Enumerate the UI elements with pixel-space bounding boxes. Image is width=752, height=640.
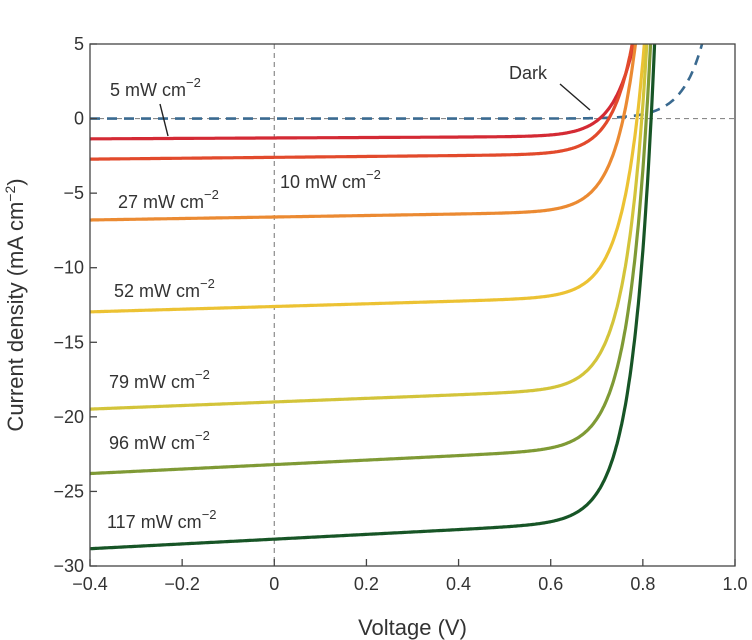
annotation-exponent: −2 [204,187,219,202]
annotation-27-mw-cm-2: 27 mW cm−2 [118,187,219,212]
annotation-exponent: −2 [200,276,215,291]
series-line-dark [90,44,704,120]
annotation-exponent: −2 [366,167,381,182]
x-tick-label: −0.2 [164,574,200,594]
y-tick-label: −30 [53,556,84,576]
annotation-52-mw-cm-2: 52 mW cm−2 [114,276,215,301]
plot-border [89,43,736,567]
annotation-5-mw-cm-2: 5 mW cm−2 [110,75,201,100]
annotation-exponent: −2 [195,428,210,443]
annotation-117-mw-cm-2: 117 mW cm−2 [107,507,217,532]
x-tick-label: 0 [269,574,279,594]
series-line-79 [90,44,649,411]
series-line-96 [90,44,653,476]
x-tick-label: 0.8 [630,574,655,594]
y-tick-label: −10 [53,258,84,278]
y-tick-label: −25 [53,481,84,501]
series-line-10 [90,44,634,161]
plot-frame [89,43,736,567]
y-tick-label: 0 [74,109,84,129]
y-axis-title: Current density (mA cm−2) [2,178,28,431]
leader-line [159,103,169,137]
y-axis-title-exponent: −2 [2,186,18,202]
y-tick-label: −5 [63,183,84,203]
annotation-10-mw-cm-2: 10 mW cm−2 [280,167,381,192]
annotation-79-mw-cm-2: 79 mW cm−2 [109,367,210,392]
series-line-52 [90,44,646,314]
series-line-5 [90,44,636,141]
y-tick-label: 5 [74,34,84,54]
leader-line [559,83,591,111]
curve-annotations: Dark 5 mW cm−2 10 mW cm−2 27 mW cm−2 52 mW c… [107,63,591,532]
annotation-exponent: −2 [186,75,201,90]
y-tick-label: −20 [53,407,84,427]
series-lines [90,44,704,551]
series-line-27 [90,44,638,222]
annotation-96-mw-cm-2: 96 mW cm−2 [109,428,210,453]
x-axis-title: Voltage (V) [358,615,467,640]
y-tick-label: −15 [53,332,84,352]
annotation-dark: Dark [509,63,548,83]
x-tick-label: 0.2 [354,574,379,594]
x-tick-label: −0.4 [72,574,108,594]
x-tick-label: 0.6 [538,574,563,594]
axis-ticks: −0.4 −0.2 0 0.2 0.4 0.6 0.8 1.050−5−10−15−20−25… [53,34,747,594]
annotation-exponent: −2 [202,507,217,522]
series-line-117 [90,44,657,551]
x-tick-label: 1.0 [722,574,747,594]
annotation-exponent: −2 [195,367,210,382]
x-tick-label: 0.4 [446,574,471,594]
